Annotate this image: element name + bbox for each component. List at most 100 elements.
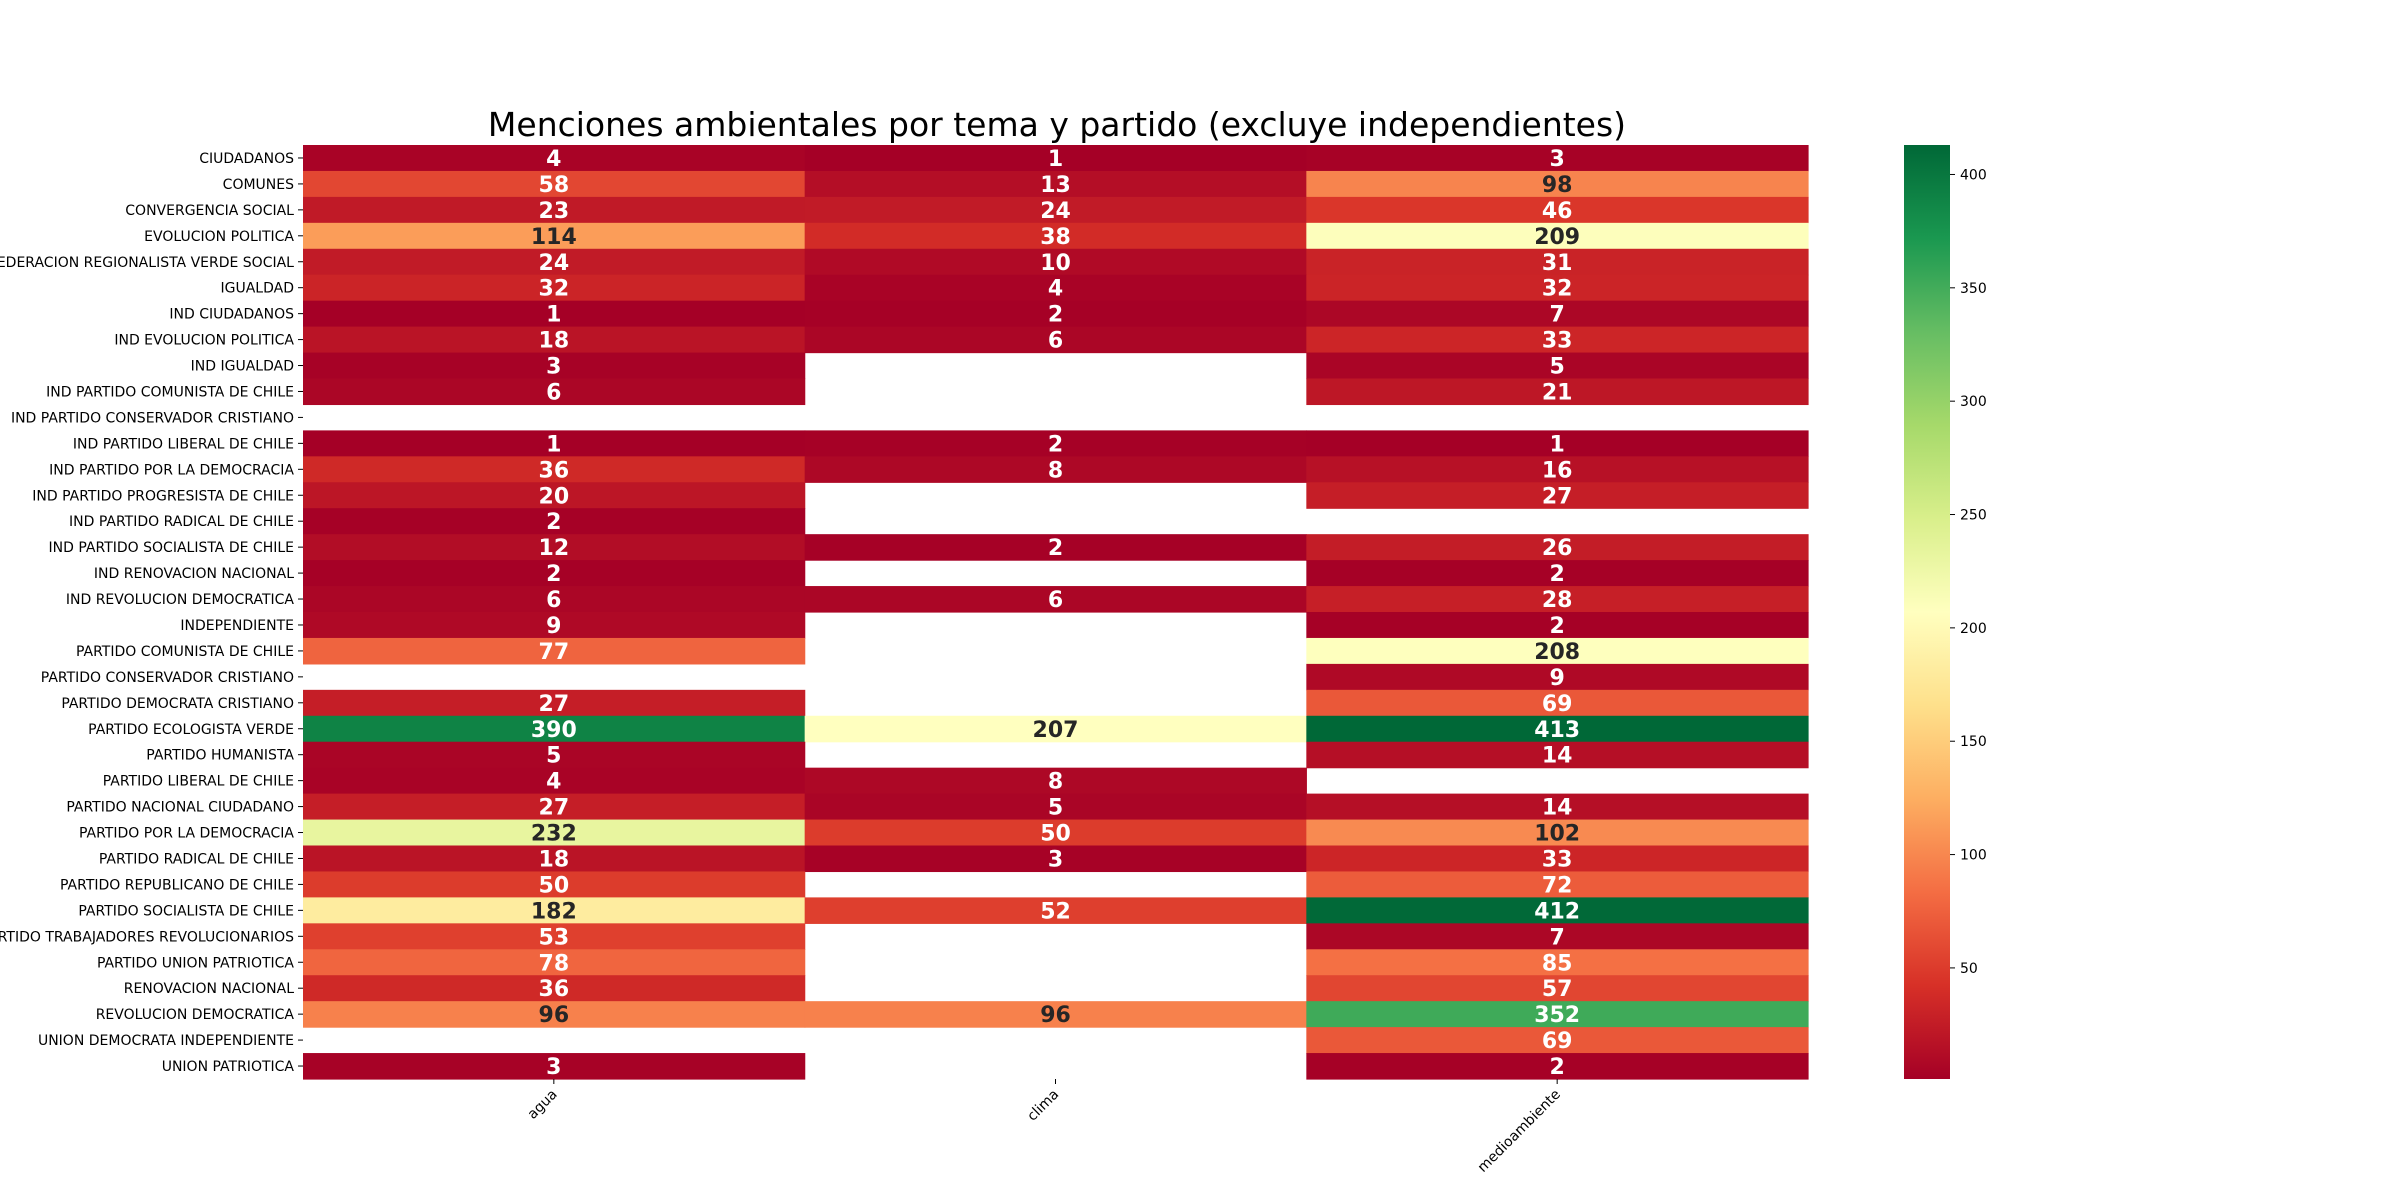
colorbar-tick-label: 250 [1960, 508, 1987, 524]
heatmap-cell [804, 715, 1307, 743]
cell-value-label: 20 [539, 484, 570, 509]
heatmap-cell [1306, 715, 1809, 743]
row-label: IND IGUALDAD [191, 359, 294, 375]
cell-value-label: 27 [539, 692, 570, 717]
heatmap-cell [1306, 612, 1809, 639]
heatmap-cell [1306, 378, 1809, 406]
cell-value-label: 27 [539, 796, 570, 821]
cell-value-label: 5 [1048, 796, 1063, 821]
heatmap-cell [1306, 560, 1809, 587]
heatmap-cell [303, 326, 806, 354]
cell-value-label: 114 [531, 225, 577, 250]
heatmap-cell [804, 845, 1307, 873]
row-label: PARTIDO LIBERAL DE CHILE [103, 774, 294, 790]
heatmap-cell [1306, 274, 1809, 302]
cell-value-label: 3 [1550, 147, 1565, 172]
heatmap-cell [303, 689, 806, 717]
heatmap-cell [804, 300, 1307, 328]
cell-value-label: 2 [1048, 303, 1063, 328]
cell-value-label: 1 [1550, 432, 1565, 457]
column-label: clima [1024, 1087, 1062, 1125]
heatmap-cell [303, 845, 806, 873]
row-label: UNION DEMOCRATA INDEPENDIENTE [38, 1033, 294, 1049]
heatmap-cell [303, 949, 806, 976]
cell-value-label: 18 [539, 847, 570, 872]
heatmap-cell [1306, 222, 1809, 250]
cell-value-label: 69 [1542, 692, 1573, 717]
column-label: agua [525, 1087, 561, 1123]
heatmap-cell [1306, 482, 1809, 509]
cell-value-label: 3 [1048, 847, 1063, 872]
heatmap-cell [1306, 170, 1809, 198]
colorbar-tick-label: 150 [1960, 734, 1987, 750]
cell-value-label: 96 [1040, 1003, 1071, 1028]
row-label: IND PARTIDO LIBERAL DE CHILE [73, 436, 294, 452]
row-label: PARTIDO COMUNISTA DE CHILE [76, 644, 294, 660]
cell-value-label: 8 [1048, 770, 1063, 795]
heatmap-cell [804, 430, 1307, 457]
row-label: PARTIDO REPUBLICANO DE CHILE [60, 877, 294, 893]
cell-value-label: 13 [1040, 173, 1071, 198]
heatmap-cell [303, 767, 806, 795]
heatmap-cell [303, 560, 806, 587]
row-label: PARTIDO RADICAL DE CHILE [99, 851, 294, 867]
heatmap-cell [804, 222, 1307, 250]
cell-value-label: 33 [1542, 329, 1573, 354]
cell-value-label: 53 [539, 925, 570, 950]
colorbar-tick-label: 350 [1960, 281, 1987, 297]
heatmap-cell [1306, 819, 1809, 847]
cell-value-label: 2 [1550, 562, 1565, 587]
cell-value-label: 28 [1542, 588, 1573, 613]
heatmap-cell [303, 196, 806, 224]
cell-value-label: 413 [1534, 718, 1580, 743]
colorbar-tick-label: 200 [1960, 621, 1987, 637]
cell-value-label: 5 [546, 744, 561, 769]
cell-value-label: 207 [1033, 718, 1079, 743]
row-label: PARTIDO DEMOCRATA CRISTIANO [61, 696, 294, 712]
cell-value-label: 209 [1534, 225, 1580, 250]
heatmap-cell [804, 1001, 1307, 1028]
heatmap-cell [1306, 663, 1809, 691]
heatmap-cell [1306, 456, 1809, 483]
cell-value-label: 2 [546, 562, 561, 587]
row-label: PARTIDO ECOLOGISTA VERDE [88, 722, 294, 738]
cell-value-label: 57 [1542, 977, 1573, 1002]
cell-value-label: 1 [546, 303, 561, 328]
heatmap-cell [303, 741, 806, 769]
cell-value-label: 102 [1534, 822, 1580, 847]
heatmap-cell [303, 300, 806, 328]
colorbar-gradient [1904, 145, 1950, 1079]
cell-value-label: 36 [539, 458, 570, 483]
row-label: PARTIDO UNION PATRIOTICA [97, 955, 294, 971]
row-label: IND PARTIDO COMUNISTA DE CHILE [46, 384, 294, 400]
heatmap-cell [804, 819, 1307, 847]
cell-value-label: 390 [531, 718, 577, 743]
cell-value-label: 26 [1542, 536, 1573, 561]
row-label: COMUNES [223, 177, 294, 193]
cell-value-label: 96 [539, 1003, 570, 1028]
cell-value-label: 2 [1048, 432, 1063, 457]
heatmap-cell [804, 767, 1307, 795]
heatmap-cell [303, 793, 806, 821]
heatmap-cell [804, 326, 1307, 354]
cell-value-label: 182 [531, 899, 577, 924]
cell-value-label: 3 [546, 355, 561, 380]
heatmap-cell [303, 378, 806, 406]
heatmap-cell [303, 508, 806, 535]
heatmap-cell [804, 586, 1307, 613]
heatmap-cell [303, 897, 806, 924]
column-label: medioambiente [1475, 1087, 1564, 1176]
row-label: UNION PATRIOTICA [162, 1059, 295, 1075]
cell-value-label: 98 [1542, 173, 1573, 198]
cell-value-label: 5 [1550, 355, 1565, 380]
heatmap-cell [1306, 430, 1809, 457]
cell-value-label: 6 [546, 380, 561, 405]
heatmap-cell [303, 586, 806, 613]
heatmap-cell [303, 430, 806, 457]
row-label: PARTIDO TRABAJADORES REVOLUCIONARIOS [0, 929, 294, 945]
heatmap-cell [1306, 1001, 1809, 1028]
cell-value-label: 58 [539, 173, 570, 198]
cell-value-label: 16 [1542, 458, 1573, 483]
row-label: FEDERACION REGIONALISTA VERDE SOCIAL [0, 255, 294, 271]
